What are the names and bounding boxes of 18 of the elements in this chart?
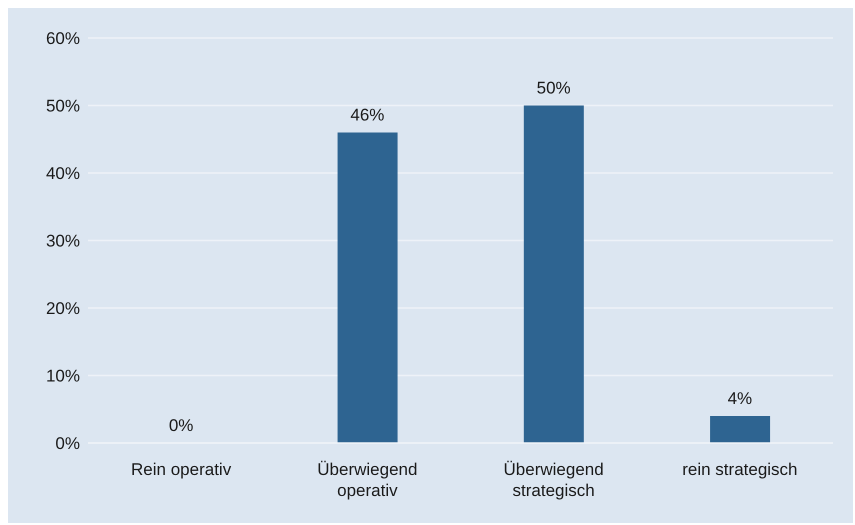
data-label: 50% [536, 78, 571, 98]
y-tick-label: 10% [46, 366, 80, 386]
x-tick-label: Überwiegend strategisch [504, 460, 604, 500]
x-tick-label: rein strategisch [682, 460, 798, 479]
y-tick-label: 0% [55, 434, 80, 454]
x-tick-label: Überwiegend operativ [317, 460, 418, 500]
data-label: 4% [728, 389, 752, 408]
y-tick-label: 40% [46, 164, 80, 184]
data-label: 46% [350, 106, 384, 124]
bar [524, 106, 584, 443]
y-tick-label: 30% [46, 232, 80, 251]
bar [338, 132, 398, 443]
y-tick-label: 60% [46, 29, 80, 48]
bar [710, 416, 770, 443]
y-tick-label: 20% [46, 299, 80, 318]
data-label: 0% [168, 416, 194, 435]
y-tick-label: 50% [46, 96, 80, 116]
x-tick-label: Rein operativ [131, 460, 232, 479]
